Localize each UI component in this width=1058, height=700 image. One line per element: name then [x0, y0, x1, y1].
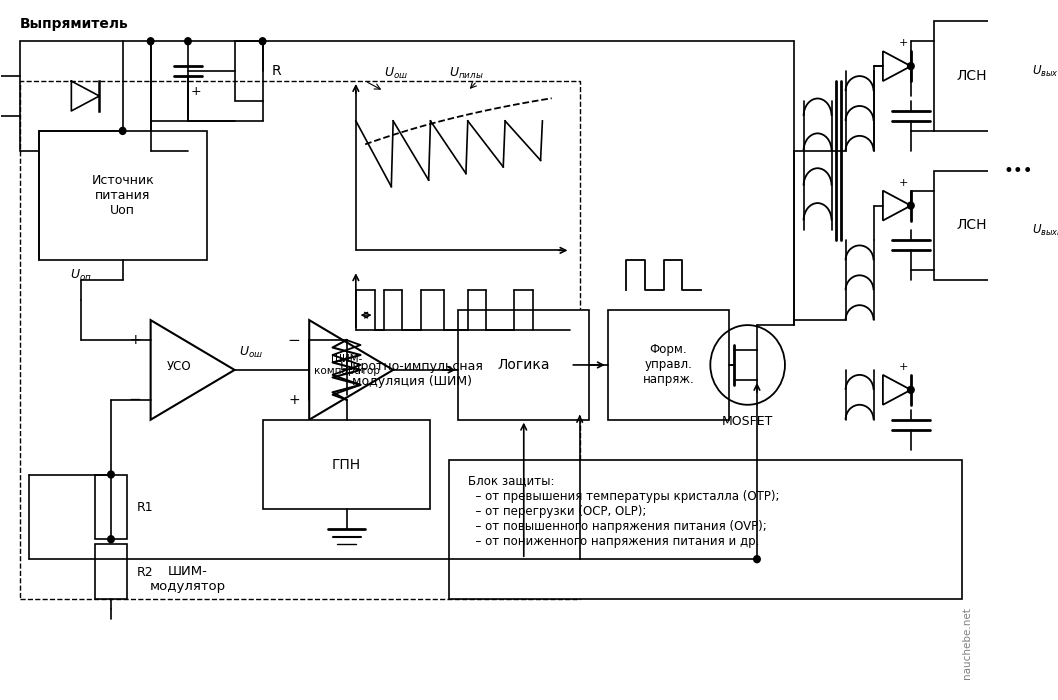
Bar	[607, 310, 729, 420]
Text: $U_{оп}$: $U_{оп}$	[70, 267, 92, 283]
Text: Форм.
управл.
напряж.: Форм. управл. напряж.	[642, 344, 694, 386]
Text: ШИМ-
модулятор: ШИМ- модулятор	[150, 565, 226, 593]
Bar	[39, 131, 206, 260]
Text: ШИМ-
компаратор: ШИМ- компаратор	[313, 354, 380, 376]
Bar	[934, 21, 1009, 131]
Text: ЛСН: ЛСН	[956, 218, 987, 232]
Text: MOSFET: MOSFET	[722, 414, 773, 428]
Text: +: +	[898, 38, 908, 48]
Circle shape	[185, 38, 191, 45]
Text: $U_{пилы}$: $U_{пилы}$	[450, 66, 484, 81]
Text: Источник
питания
Uоп: Источник питания Uоп	[91, 174, 154, 217]
Text: R: R	[272, 64, 281, 78]
Circle shape	[108, 471, 114, 478]
Circle shape	[147, 38, 153, 45]
Bar	[262, 420, 431, 510]
Text: $U_{ош}$: $U_{ош}$	[239, 345, 263, 360]
Bar	[94, 475, 127, 539]
Text: +: +	[898, 178, 908, 188]
Text: УСО: УСО	[166, 360, 190, 373]
Text: R2: R2	[136, 566, 153, 579]
Text: −: −	[287, 332, 299, 347]
Bar	[934, 171, 1009, 280]
Bar	[20, 81, 580, 599]
Text: $U_{вых1}$: $U_{вых1}$	[1033, 64, 1058, 78]
Text: +: +	[898, 362, 908, 372]
Circle shape	[108, 536, 114, 542]
Text: nauchebe.net: nauchebe.net	[962, 607, 971, 679]
Polygon shape	[882, 51, 911, 81]
Text: ГПН: ГПН	[332, 458, 361, 472]
Text: $U_{ош}$: $U_{ош}$	[384, 66, 408, 81]
Text: ЛСН: ЛСН	[956, 69, 987, 83]
Text: •••: •••	[1003, 162, 1033, 180]
Circle shape	[120, 127, 126, 134]
Polygon shape	[882, 375, 911, 405]
Bar	[20, 41, 150, 150]
Circle shape	[908, 386, 914, 393]
Circle shape	[908, 202, 914, 209]
Text: Широтно-импульсная
модуляция (ШИМ): Широтно-импульсная модуляция (ШИМ)	[340, 360, 484, 388]
Text: Блок защиты:
  – от превышения температуры кристалла (ОТР);
  – от перегрузки (О: Блок защиты: – от превышения температуры…	[468, 475, 780, 547]
Bar	[235, 41, 262, 101]
Text: R1: R1	[136, 501, 153, 514]
Text: +: +	[130, 333, 142, 347]
Text: $U_{выхн}$: $U_{выхн}$	[1033, 223, 1058, 238]
Text: +: +	[288, 393, 299, 407]
Bar	[94, 544, 127, 599]
Circle shape	[259, 38, 266, 45]
Bar	[450, 460, 962, 599]
Text: Выпрямитель: Выпрямитель	[20, 18, 129, 32]
Circle shape	[908, 62, 914, 69]
Text: +: +	[190, 85, 201, 97]
Text: −: −	[129, 392, 142, 407]
Bar	[458, 310, 589, 420]
Circle shape	[753, 556, 761, 563]
Text: Логика: Логика	[497, 358, 550, 372]
Polygon shape	[882, 190, 911, 220]
